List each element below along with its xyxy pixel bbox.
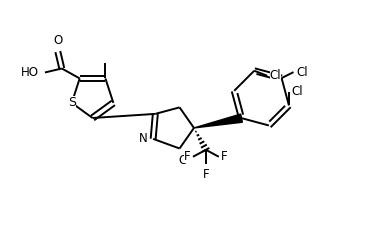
Text: HO: HO [21, 66, 39, 79]
Text: F: F [221, 150, 227, 163]
Text: Cl: Cl [296, 66, 308, 79]
Text: O: O [178, 154, 187, 168]
Text: O: O [53, 34, 62, 47]
Text: F: F [203, 168, 209, 181]
Text: N: N [138, 132, 147, 145]
Text: F: F [184, 150, 191, 163]
Text: Cl: Cl [291, 85, 303, 98]
Text: S: S [68, 96, 76, 110]
Polygon shape [194, 114, 242, 128]
Text: Cl: Cl [270, 69, 281, 82]
